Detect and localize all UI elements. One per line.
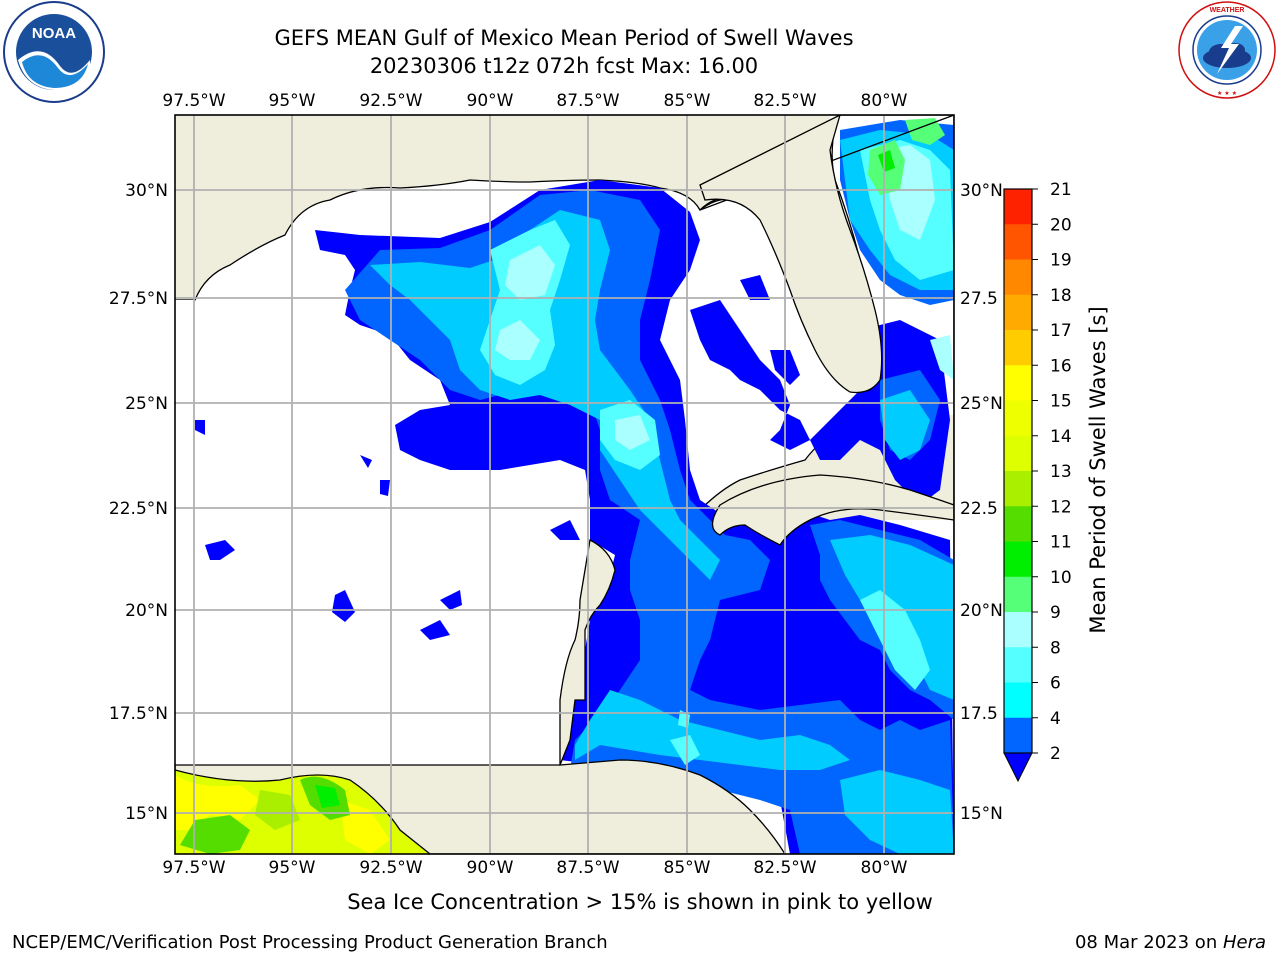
lat-label: 25°N (125, 394, 168, 414)
lon-label: 90°W (467, 91, 514, 111)
colorbar-segment (1004, 189, 1032, 225)
lon-labels-top: 97.5°W 95°W 92.5°W 90°W 87.5°W 85°W 82.5… (162, 91, 907, 111)
colorbar-tick-label: 14 (1050, 427, 1072, 447)
footer-date: 08 Mar 2023 on Hera (1075, 932, 1266, 953)
lon-label: 80°W (861, 91, 908, 111)
lon-label: 82.5°W (753, 858, 816, 878)
colorbar-segment (1004, 400, 1032, 437)
colorbar-segment (1004, 365, 1032, 401)
lon-label: 92.5°W (359, 91, 422, 111)
colorbar-tick-label: 12 (1050, 497, 1072, 517)
colorbar-tick-label: 20 (1050, 215, 1072, 235)
swell-10-11s (878, 150, 895, 172)
colorbar-tick-label: 18 (1050, 286, 1072, 306)
colorbar-segment (1004, 330, 1032, 366)
colorbar-segment (1004, 224, 1032, 260)
chart-title: GEFS MEAN Gulf of Mexico Mean Period of … (274, 26, 854, 50)
lon-label: 97.5°W (162, 858, 225, 878)
lon-label: 95°W (269, 858, 316, 878)
lat-label: 30°N (960, 181, 1003, 201)
lon-label: 90°W (467, 858, 514, 878)
colorbar-segment (1004, 541, 1032, 578)
lat-label: 17.5°N (109, 704, 168, 724)
lat-label: 25°N (960, 394, 1003, 414)
colorbar-tick-label: 6 (1050, 674, 1061, 694)
colorbar-tick-label: 8 (1050, 638, 1061, 658)
noaa-logo-text: NOAA (32, 25, 76, 42)
lon-label: 82.5°W (753, 91, 816, 111)
lon-label: 95°W (269, 91, 316, 111)
lon-label: 87.5°W (556, 91, 619, 111)
colorbar-tick-label: 2 (1050, 744, 1061, 764)
lat-label: 17.5 (960, 704, 998, 724)
colorbar-segment (1004, 647, 1032, 683)
lat-labels-right: 30°N 27.5 25°N 22.5 20°N 17.5 15°N (960, 181, 1003, 824)
colorbar-tick-label: 10 (1050, 568, 1072, 588)
lon-label: 85°W (664, 91, 711, 111)
chart-subtitle: 20230306 t12z 072h fcst Max: 16.00 (369, 54, 759, 78)
colorbar-segment (1004, 435, 1032, 472)
lat-label: 15°N (125, 804, 168, 824)
map-frame (174, 114, 955, 855)
colorbar-segment (1004, 506, 1032, 542)
lat-label: 15°N (960, 804, 1003, 824)
nws-logo: WEATHER ★ ★ ★ (1178, 1, 1276, 99)
lon-label: 85°W (664, 858, 711, 878)
svg-text:★ ★ ★: ★ ★ ★ (1217, 90, 1237, 97)
colorbar-tick-label: 17 (1050, 321, 1072, 341)
colorbar-tick-label: 16 (1050, 356, 1072, 376)
footer-credit: NCEP/EMC/Verification Post Processing Pr… (12, 932, 608, 953)
lon-label: 80°W (861, 858, 908, 878)
yucatan-bay-water (175, 300, 610, 765)
colorbar-segment (1004, 259, 1032, 296)
colorbar-tick-label: 15 (1050, 392, 1072, 412)
colorbar-under-arrow (1003, 752, 1033, 783)
lat-labels-left: 30°N 27.5°N 25°N 22.5°N 20°N 17.5°N 15°N (109, 181, 168, 824)
colorbar: 2 4 6 8 9 10 11 12 13 14 15 16 17 18 19 20 21 (1003, 180, 1072, 783)
colorbar-segment (1004, 612, 1032, 648)
colorbar-segment (1004, 576, 1032, 613)
colorbar-tick-label: 9 (1050, 603, 1061, 623)
lon-label: 97.5°W (162, 91, 225, 111)
lat-label: 27.5°N (109, 289, 168, 309)
sea-ice-note: Sea Ice Concentration > 15% is shown in … (347, 890, 933, 914)
colorbar-segment (1004, 294, 1032, 331)
colorbar-label: Mean Period of Swell Waves [s] (1086, 306, 1110, 633)
colorbar-segment (1004, 682, 1032, 719)
lat-label: 22.5°N (109, 499, 168, 519)
colorbar-tick-label: 4 (1050, 709, 1061, 729)
lon-labels-bottom: 97.5°W 95°W 92.5°W 90°W 87.5°W 85°W 82.5… (162, 858, 907, 878)
lat-label: 20°N (125, 601, 168, 621)
colorbar-tick-label: 11 (1050, 533, 1072, 553)
lat-label: 30°N (125, 181, 168, 201)
svg-text:WEATHER: WEATHER (1210, 7, 1245, 14)
colorbar-tick-label: 21 (1050, 180, 1072, 200)
colorbar-tick-label: 13 (1050, 462, 1072, 482)
lat-label: 22.5 (960, 499, 998, 519)
colorbar-segment (1004, 717, 1032, 754)
lat-label: 20°N (960, 601, 1003, 621)
land-overlays (175, 115, 954, 854)
colorbar-tick-label: 19 (1050, 251, 1072, 271)
graticule (175, 115, 954, 854)
lon-label: 87.5°W (556, 858, 619, 878)
colorbar-segment (1004, 471, 1032, 507)
lon-label: 92.5°W (359, 858, 422, 878)
footer-date-text: 08 Mar 2023 on (1074, 932, 1223, 953)
map-area (175, 115, 954, 854)
lat-label: 27.5 (960, 289, 998, 309)
footer-machine: Hera (1222, 932, 1266, 953)
swell-8-9s (495, 145, 954, 450)
noaa-logo: NOAA (3, 1, 105, 103)
